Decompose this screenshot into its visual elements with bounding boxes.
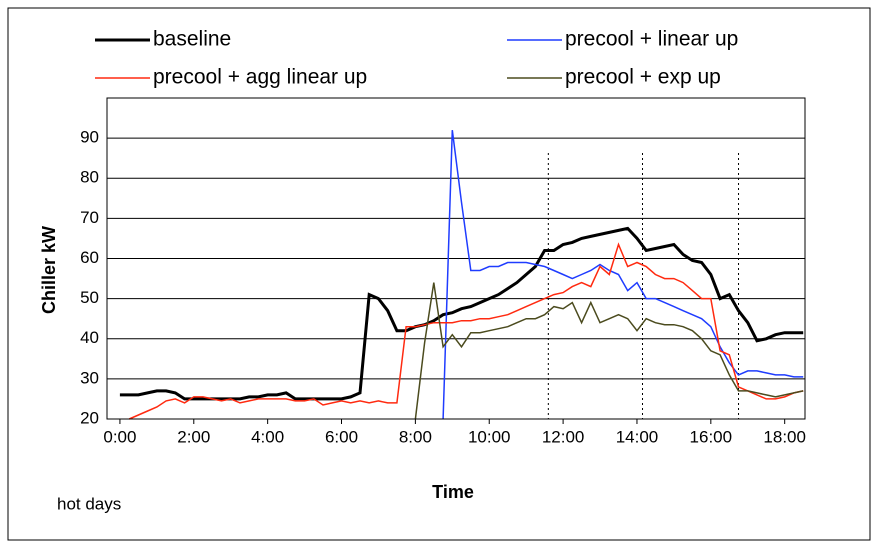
x-tick-label: 18:00 [763, 427, 806, 446]
x-tick-label: 10:00 [468, 427, 511, 446]
y-tick-label: 30 [80, 368, 99, 387]
y-tick-label: 90 [80, 128, 99, 147]
y-axis-label: Chiller kW [39, 226, 59, 314]
legend-label: baseline [153, 28, 231, 51]
plot-border [106, 97, 806, 420]
series-line [414, 282, 804, 420]
series-line [442, 130, 804, 420]
legend-label: precool + exp up [565, 66, 721, 89]
x-tick-label: 0:00 [103, 427, 136, 446]
x-tick-label: 2:00 [177, 427, 210, 446]
legend-label: precool + agg linear up [153, 66, 367, 89]
x-tick-label: 6:00 [325, 427, 358, 446]
y-tick-label: 80 [80, 168, 99, 187]
x-tick-label: 8:00 [399, 427, 432, 446]
y-tick-label: 40 [80, 328, 99, 347]
y-tick-label: 50 [80, 288, 99, 307]
series-line [119, 226, 804, 401]
note: hot days [57, 494, 121, 513]
x-tick-label: 4:00 [251, 427, 284, 446]
series-line [128, 242, 804, 420]
x-axis-label: Time [432, 482, 474, 502]
x-tick-label: 12:00 [542, 427, 585, 446]
y-tick-label: 60 [80, 248, 99, 267]
y-tick-label: 70 [80, 208, 99, 227]
y-tick-label: 20 [80, 408, 99, 427]
x-tick-label: 16:00 [690, 427, 733, 446]
legend-label: precool + linear up [565, 28, 738, 51]
x-tick-label: 14:00 [616, 427, 659, 446]
